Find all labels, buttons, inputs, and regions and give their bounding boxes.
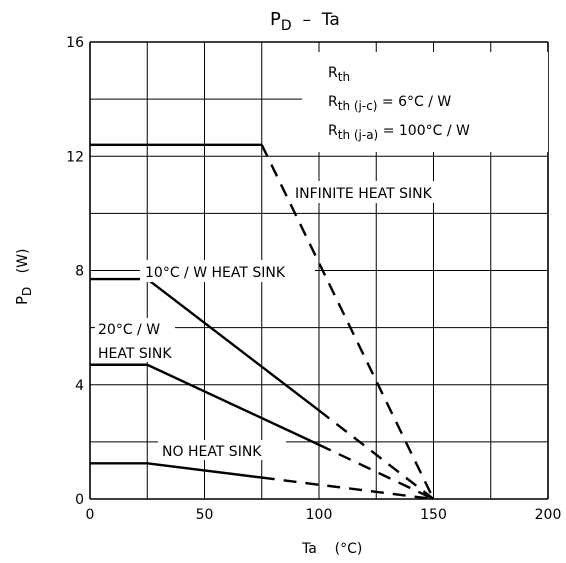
rth-ja-rest: = 100°C / W [378, 123, 470, 139]
series-line-solid [90, 363, 320, 446]
x-tick-label: 100 [306, 507, 333, 523]
series-line-solid [90, 462, 262, 479]
x-tick-label: 50 [196, 507, 214, 523]
hs10-label-bg [140, 260, 315, 282]
rth-jc-rest: = 6°C / W [377, 94, 451, 110]
title-main: P [270, 9, 281, 30]
x-tick-label: 200 [535, 507, 562, 523]
label-20cw-line1: 20°C / W [98, 322, 160, 338]
y-tick-label: 8 [75, 264, 84, 280]
no-hs-label-bg [158, 440, 286, 460]
y-axis-label: PD (W) [13, 249, 34, 305]
chart-title: PD – Ta [270, 9, 340, 34]
y-tick-label: 12 [66, 149, 84, 165]
series-line-dashed [261, 476, 434, 501]
rth-ja: Rth (j-a) = 100°C / W [328, 123, 470, 142]
label-20cw-line2: HEAT SINK [98, 346, 172, 362]
y-tick-label: 4 [75, 378, 84, 394]
tick-labels: 0 50 100 150 200 0 4 8 12 16 [66, 35, 561, 523]
infinite-label-bg [290, 181, 464, 203]
rth-title-main: R [328, 65, 338, 81]
label-infinite-heat-sink: INFINITE HEAT SINK [295, 186, 433, 202]
rth-title-sub: th [338, 70, 350, 84]
y-tick-label: 0 [75, 492, 84, 508]
x-axis-label: Ta (°C) [301, 541, 362, 557]
title-rest: – Ta [292, 10, 340, 30]
x-tick-label: 150 [420, 507, 447, 523]
rth-title: Rth [328, 65, 350, 84]
label-no-heat-sink: NO HEAT SINK [162, 444, 262, 460]
rth-jc-main: R [328, 94, 338, 110]
ylabel-rest: (W) [15, 249, 31, 287]
hs20-label-bg [95, 318, 175, 362]
rth-ja-main: R [328, 123, 338, 139]
x-tick-label: 0 [86, 507, 95, 523]
rth-ja-sub: th (j-a) [338, 128, 379, 142]
title-sub: D [281, 18, 292, 34]
rth-legend-box [302, 52, 548, 152]
ylabel-main: P [13, 296, 31, 305]
series-line-dashed [318, 409, 435, 500]
rth-jc-sub: th (j-c) [338, 99, 378, 113]
y-tick-label: 16 [66, 35, 84, 51]
ylabel-sub: D [20, 287, 34, 296]
rth-jc: Rth (j-c) = 6°C / W [328, 94, 451, 113]
label-10cw-heat-sink: 10°C / W HEAT SINK [145, 265, 286, 281]
